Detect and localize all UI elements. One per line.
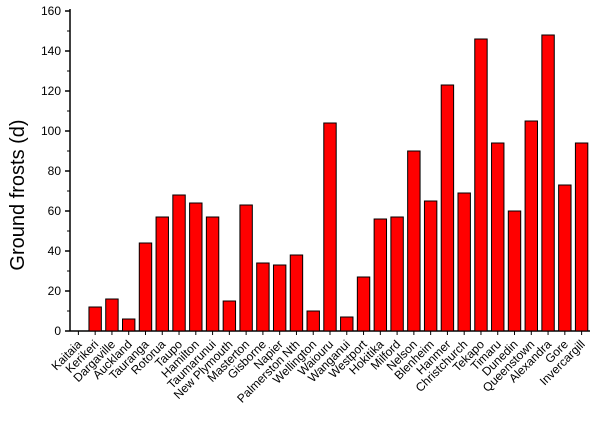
bar-christchurch <box>457 192 471 332</box>
x-axis <box>70 330 590 335</box>
x-axis-tick-labels: KaitaiaKerikeriDargavilleAucklandTaurang… <box>49 337 588 406</box>
bar-wellington <box>306 310 320 332</box>
bar-hanmer <box>440 84 455 332</box>
bar-palmerston-nth <box>289 254 304 332</box>
bar-gore <box>558 184 572 332</box>
bar-invercargill <box>574 142 589 332</box>
y-tick-label: 140 <box>41 44 61 58</box>
bar-rotorua <box>155 216 169 332</box>
bar-waiouru <box>323 122 337 332</box>
bar-hokitika <box>373 218 388 332</box>
bar-tauranga <box>138 242 153 332</box>
bar-wanganui <box>340 316 354 332</box>
bar-taupo <box>172 194 186 332</box>
y-axis-title: Ground frosts (d) <box>7 119 29 270</box>
bar-timaru <box>491 142 505 332</box>
bar-dunedin <box>507 210 522 332</box>
y-tick-label: 60 <box>48 204 62 218</box>
y-tick-label: 160 <box>41 4 61 18</box>
bar-napier <box>272 264 287 332</box>
y-tick-label: 0 <box>54 324 61 338</box>
bar-milford <box>390 216 404 332</box>
bar-gisborne <box>256 262 270 332</box>
y-tick-label: 80 <box>48 164 62 178</box>
bar-hamilton <box>189 202 203 332</box>
bar-kerikeri <box>88 306 102 332</box>
bar-westport <box>356 276 371 332</box>
y-tick-label: 100 <box>41 124 61 138</box>
y-axis: 0 20 40 60 80 100 120 140 160 <box>41 4 71 338</box>
bar-blenheim <box>423 200 438 332</box>
bar-auckland <box>122 318 136 332</box>
bar-tekapo <box>474 38 488 332</box>
bar-taumarunui <box>205 216 220 332</box>
bar-nelson <box>407 150 421 332</box>
bar-masterton <box>239 204 253 332</box>
y-tick-label: 20 <box>48 284 62 298</box>
y-tick-label: 40 <box>48 244 62 258</box>
bar-series <box>88 34 589 332</box>
bar-queenstown <box>524 120 538 332</box>
bar-alexandra <box>541 34 555 332</box>
bar-dargaville <box>105 298 119 332</box>
bar-new-plymouth <box>222 300 237 332</box>
y-tick-label: 120 <box>41 84 61 98</box>
